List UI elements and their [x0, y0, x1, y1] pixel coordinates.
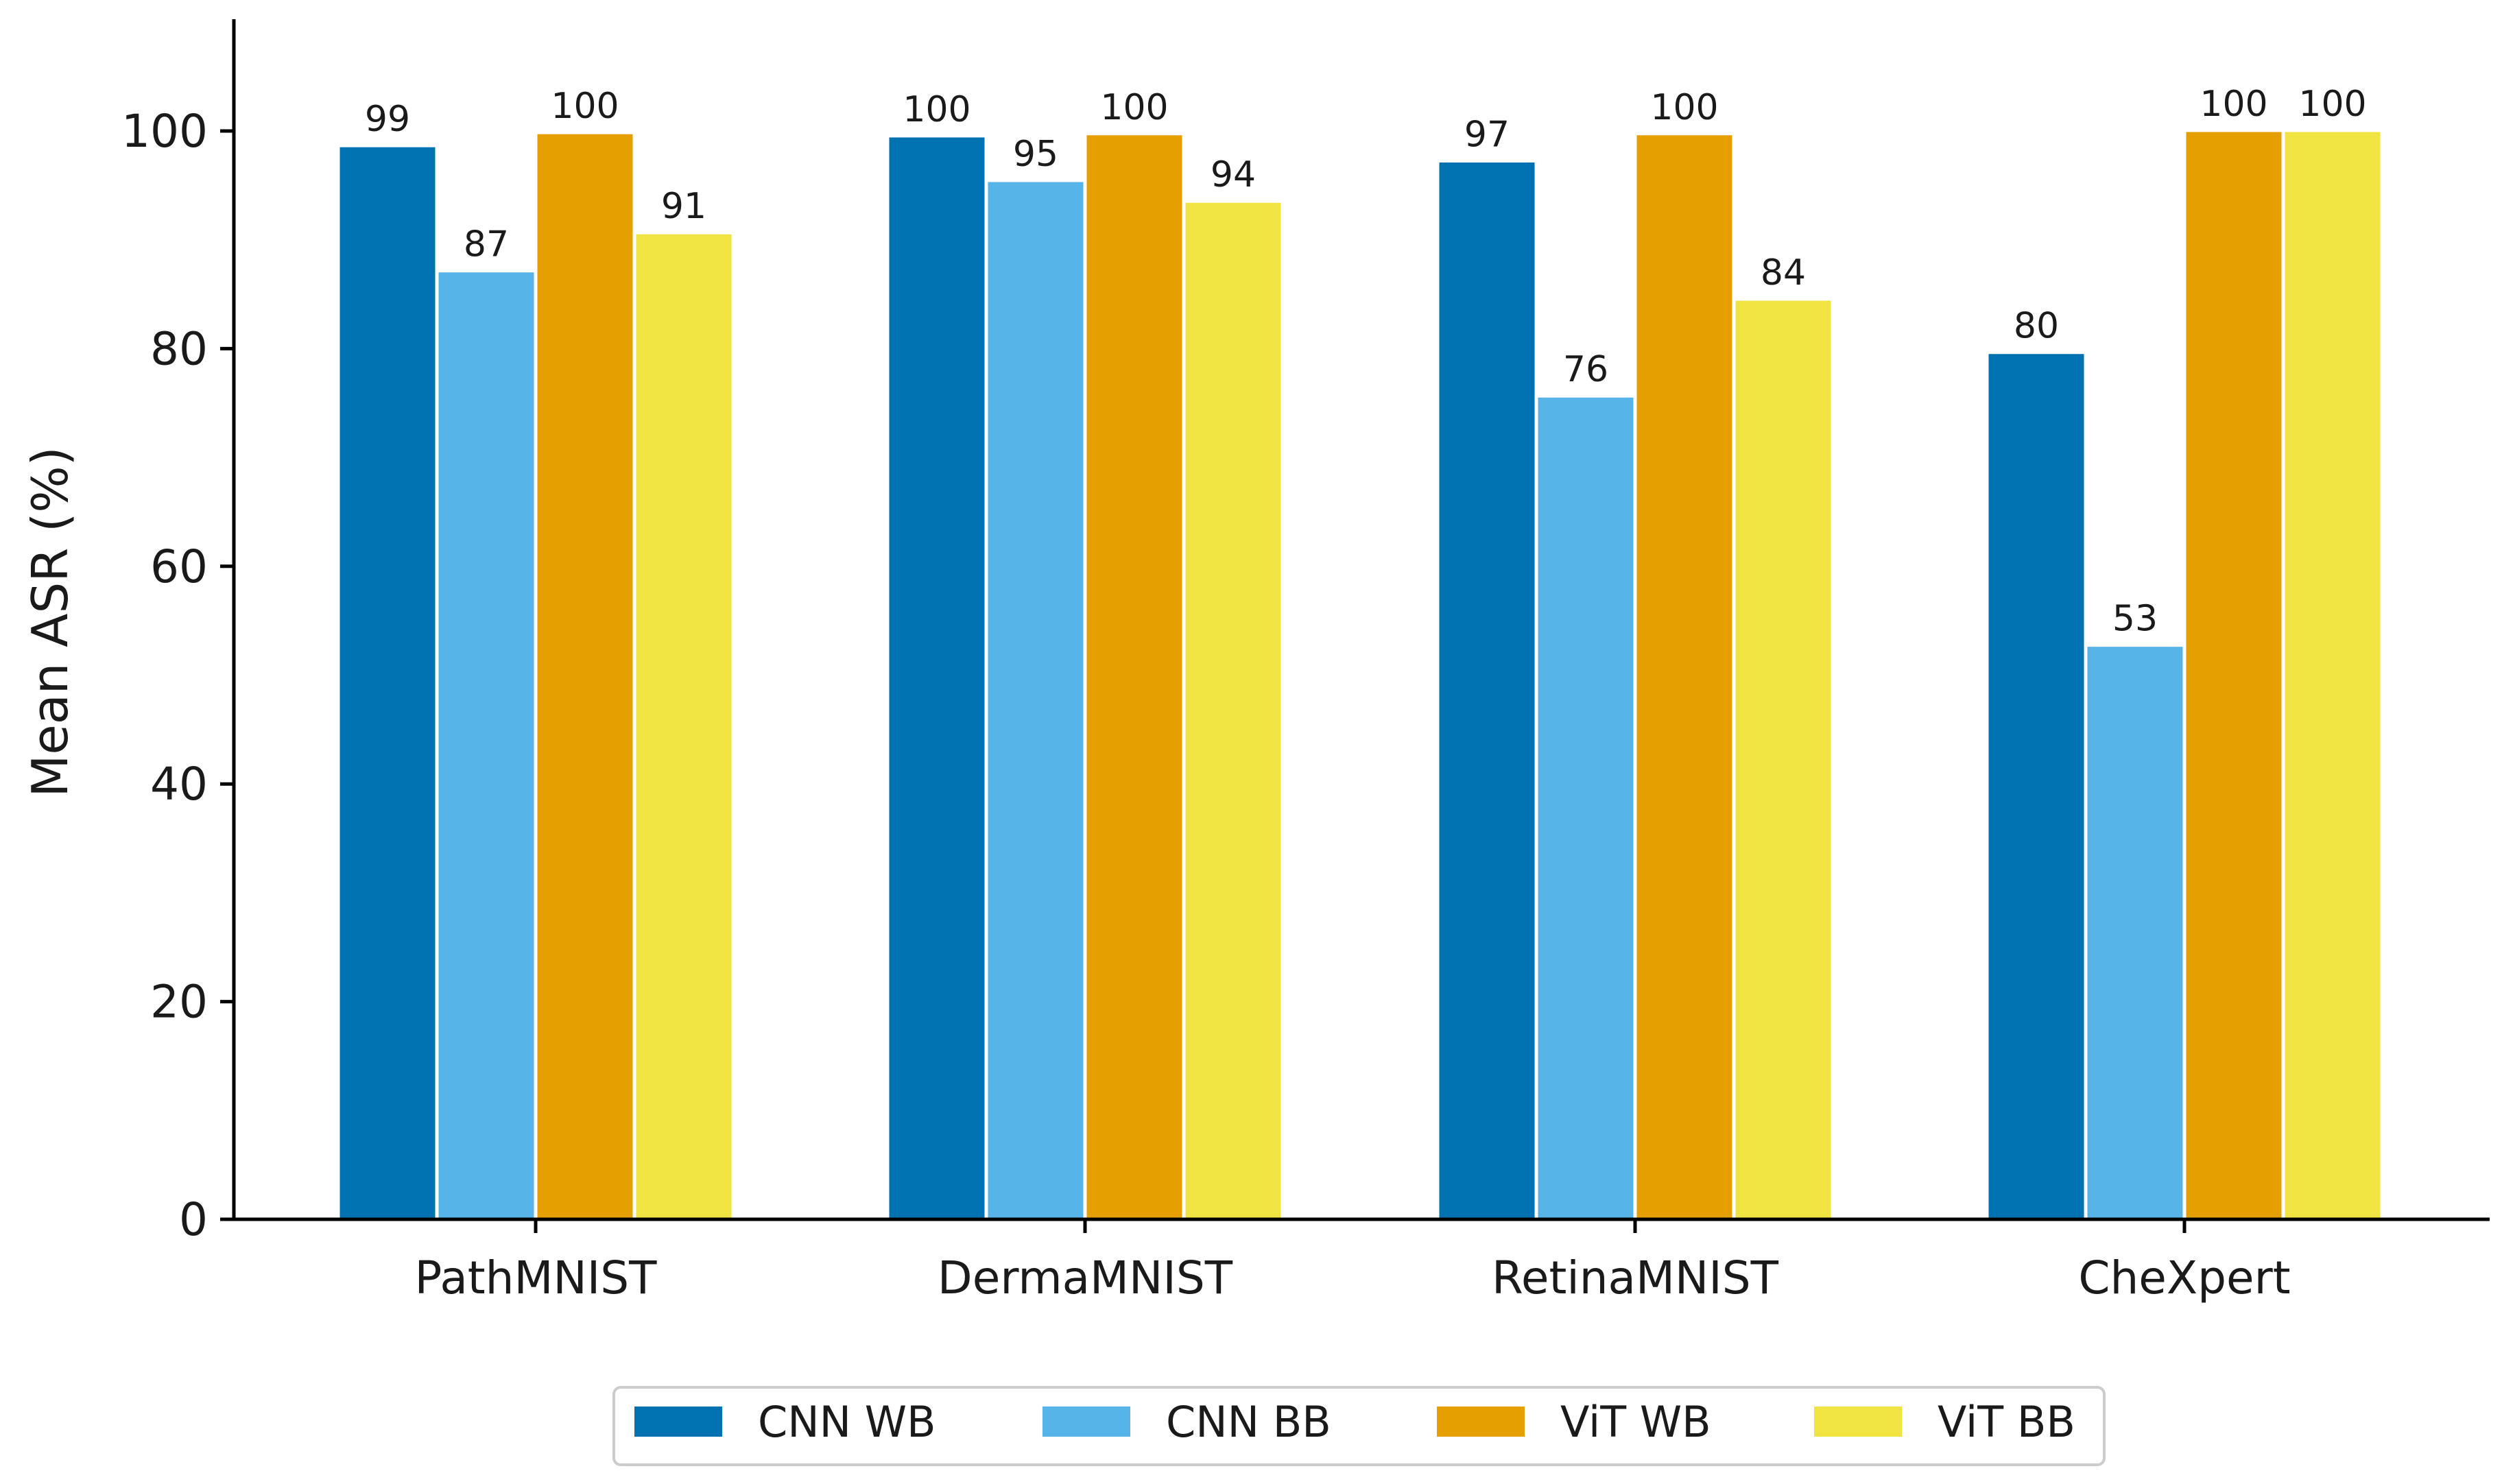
- legend-swatch-cnn-wb: [634, 1407, 722, 1437]
- data-label-vit-bb-chexpert: 100: [2298, 84, 2366, 125]
- data-label-vit-bb-pathmnist: 91: [661, 186, 706, 227]
- bars-layer: [337, 130, 2383, 1221]
- bar-cnn-wb-retinamnist: [1437, 160, 1537, 1221]
- data-label-cnn-wb-retinamnist: 97: [1464, 114, 1510, 155]
- bar-vit-bb-pathmnist: [634, 232, 734, 1221]
- data-label-vit-wb-dermamnist: 100: [1100, 87, 1168, 128]
- data-label-cnn-bb-dermamnist: 95: [1013, 134, 1058, 175]
- data-label-cnn-wb-dermamnist: 100: [903, 89, 970, 130]
- y-tick-label: 20: [150, 976, 208, 1029]
- legend-swatch-vit-wb: [1437, 1407, 1525, 1437]
- data-label-vit-wb-retinamnist: 100: [1650, 87, 1718, 128]
- y-tick-label: 0: [179, 1193, 208, 1246]
- y-ticks: 0 20 40 60 80 100: [121, 105, 234, 1246]
- legend-frame: [612, 1386, 2106, 1466]
- y-tick-label: 80: [150, 322, 208, 375]
- bar-vit-wb-chexpert: [2184, 130, 2284, 1221]
- legend-label-vit-wb: ViT WB: [1560, 1397, 1711, 1447]
- legend-label-cnn-wb: CNN WB: [758, 1397, 936, 1447]
- data-label-cnn-bb-retinamnist: 76: [1563, 349, 1608, 390]
- bar-cnn-wb-dermamnist: [887, 135, 987, 1221]
- bar-vit-bb-retinamnist: [1733, 298, 1833, 1221]
- data-label-cnn-wb-chexpert: 80: [2014, 306, 2059, 347]
- bar-cnn-wb-pathmnist: [337, 145, 438, 1221]
- axes: [232, 19, 2490, 1221]
- legend-swatch-vit-bb: [1814, 1407, 1902, 1437]
- bar-cnn-bb-dermamnist: [986, 180, 1086, 1221]
- bar-vit-wb-pathmnist: [535, 132, 635, 1221]
- bar-cnn-bb-retinamnist: [1536, 395, 1636, 1221]
- bar-vit-wb-dermamnist: [1084, 133, 1184, 1221]
- y-tick-label: 100: [121, 105, 208, 158]
- bar-cnn-wb-chexpert: [1986, 352, 2086, 1221]
- data-labels-layer: 99 100 97 80 87 95 76 53 100 100 100 100 91 94 84 100: [365, 84, 2367, 640]
- x-tick-label-chexpert: CheXpert: [2078, 1252, 2290, 1304]
- bar-vit-bb-dermamnist: [1183, 200, 1283, 1221]
- bar-vit-bb-chexpert: [2283, 130, 2383, 1221]
- legend-swatch-cnn-bb: [1042, 1407, 1130, 1437]
- y-tick-label: 40: [150, 758, 208, 811]
- x-tick-label-dermamnist: DermaMNIST: [938, 1252, 1233, 1304]
- data-label-cnn-bb-chexpert: 53: [2112, 599, 2158, 640]
- x-tick-label-pathmnist: PathMNIST: [415, 1252, 658, 1304]
- legend-label-vit-bb: ViT BB: [1938, 1397, 2075, 1447]
- data-label-cnn-wb-pathmnist: 99: [365, 99, 410, 140]
- data-label-vit-wb-chexpert: 100: [2200, 84, 2267, 125]
- y-tick-label: 60: [150, 540, 208, 593]
- data-label-vit-bb-retinamnist: 84: [1761, 252, 1806, 294]
- data-label-cnn-bb-pathmnist: 87: [464, 224, 509, 265]
- x-tick-label-retinamnist: RetinaMNIST: [1492, 1252, 1779, 1304]
- data-label-vit-bb-dermamnist: 94: [1211, 154, 1256, 195]
- bar-cnn-bb-chexpert: [2085, 645, 2185, 1221]
- legend: CNN WB CNN BB ViT WB ViT BB: [612, 1386, 2106, 1466]
- bar-vit-wb-retinamnist: [1634, 133, 1735, 1221]
- data-label-vit-wb-pathmnist: 100: [551, 86, 619, 127]
- legend-label-cnn-bb: CNN BB: [1166, 1397, 1331, 1447]
- x-ticks: PathMNIST DermaMNIST RetinaMNIST CheXpert: [415, 1219, 2291, 1304]
- y-axis-title: Mean ASR (%): [21, 446, 79, 798]
- bar-cnn-bb-pathmnist: [436, 270, 536, 1221]
